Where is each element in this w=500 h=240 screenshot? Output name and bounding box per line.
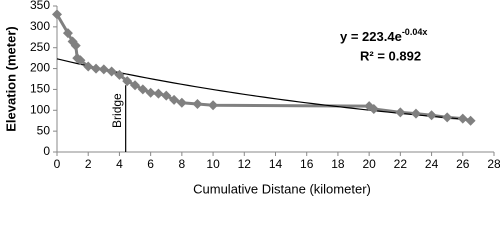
x-tick-label: 22 xyxy=(394,157,408,171)
annotation-label: Bridge xyxy=(110,93,124,128)
y-tick-label: 50 xyxy=(37,123,51,137)
data-point xyxy=(114,69,125,80)
data-point xyxy=(153,88,164,99)
x-tick-label: 28 xyxy=(487,157,500,171)
x-tick-label: 8 xyxy=(179,157,186,171)
data-point xyxy=(130,80,141,91)
equation-base: y = 223.4e xyxy=(340,29,402,44)
x-tick-label: 16 xyxy=(300,157,314,171)
equation-power: -0.04x xyxy=(402,27,428,37)
x-tick-label: 2 xyxy=(85,157,92,171)
data-point xyxy=(106,66,117,77)
x-tick-label: 10 xyxy=(206,157,220,171)
data-point xyxy=(62,28,73,39)
data-point xyxy=(70,40,81,51)
x-tick-label: 14 xyxy=(269,157,283,171)
x-axis-title: Cumulative Distane (kilometer) xyxy=(193,181,371,196)
equation: y = 223.4e-0.04x xyxy=(340,27,427,44)
data-point xyxy=(176,97,187,108)
data-point xyxy=(457,113,468,124)
x-tick-label: 24 xyxy=(425,157,439,171)
data-point xyxy=(368,104,379,115)
y-tick-label: 300 xyxy=(30,19,50,33)
data-point xyxy=(395,107,406,118)
data-point xyxy=(169,94,180,105)
data-point xyxy=(91,63,102,74)
y-axis-title: Elevation (meter) xyxy=(3,26,18,131)
data-point xyxy=(410,108,421,119)
data-point xyxy=(75,55,86,66)
x-tick-label: 6 xyxy=(147,157,154,171)
y-tick-label: 100 xyxy=(30,102,50,116)
data-point xyxy=(465,115,476,126)
data-point xyxy=(442,112,453,123)
y-tick-label: 250 xyxy=(30,40,50,54)
data-point xyxy=(137,84,148,95)
x-tick-label: 18 xyxy=(331,157,345,171)
data-point xyxy=(98,64,109,75)
data-point xyxy=(192,99,203,110)
r-squared: R² = 0.892 xyxy=(360,48,421,63)
y-tick-label: 0 xyxy=(43,144,50,158)
y-tick-label: 200 xyxy=(30,61,50,75)
y-tick-label: 150 xyxy=(30,82,50,96)
data-point xyxy=(83,61,94,72)
x-tick-label: 4 xyxy=(116,157,123,171)
data-point xyxy=(122,76,133,87)
x-tick-label: 26 xyxy=(456,157,470,171)
data-point xyxy=(161,90,172,101)
chart: Cumulative Distane (kilometer) Elevation… xyxy=(3,0,500,196)
x-tick-label: 0 xyxy=(54,157,61,171)
data-point xyxy=(52,9,62,20)
x-tick-label: 20 xyxy=(362,157,376,171)
x-tick-label: 12 xyxy=(238,157,252,171)
data-point xyxy=(208,100,219,111)
data-point xyxy=(145,87,156,98)
data-point xyxy=(426,110,437,121)
y-tick-label: 350 xyxy=(30,0,50,12)
